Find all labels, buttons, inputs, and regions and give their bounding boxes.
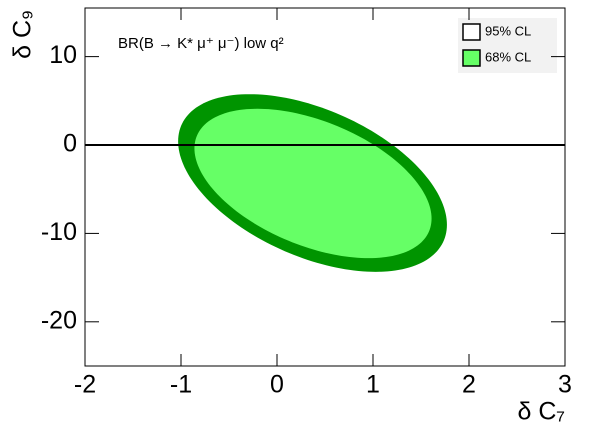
x-tick-label: -1 [170, 371, 192, 399]
x-axis-label: δ C₇ [517, 398, 565, 426]
legend-label: 95% CL [485, 23, 531, 38]
x-tick-label: 2 [462, 371, 476, 399]
y-tick-label: 0 [63, 130, 77, 158]
y-tick-label: -10 [41, 218, 77, 246]
x-tick-label: 1 [366, 371, 380, 399]
x-tick-label: 0 [270, 371, 284, 399]
y-tick-label: 10 [49, 41, 77, 69]
legend-swatch [462, 23, 481, 41]
y-tick-label: -20 [41, 306, 77, 334]
frame [84, 7, 566, 367]
confidence-region [194, 108, 432, 259]
legend-swatch [462, 49, 481, 67]
y-axis-label: δ C₉ [9, 10, 37, 59]
x-tick-label: 3 [558, 371, 572, 399]
chart-title: BR(B → K* μ⁺ μ⁻) low q² [118, 35, 284, 52]
x-tick-label: -2 [74, 371, 96, 399]
legend-label: 68% CL [485, 49, 531, 64]
plot-area [85, 94, 565, 272]
